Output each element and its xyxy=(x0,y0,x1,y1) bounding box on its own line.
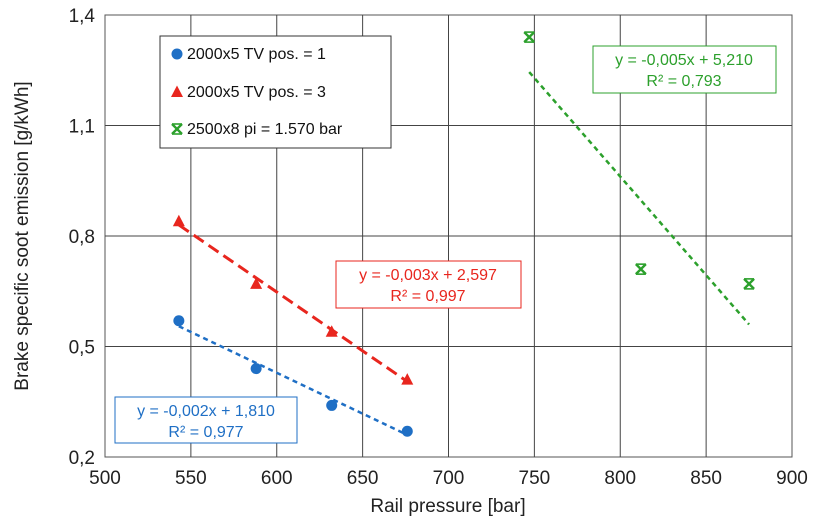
equation-series-2: y = -0,003x + 2,597 xyxy=(359,267,497,284)
r2-series-2: R² = 0,997 xyxy=(390,288,465,305)
legend-marker-series-2 xyxy=(171,85,183,97)
equation-series-3: y = -0,005x + 5,210 xyxy=(615,52,753,69)
data-point-series-1 xyxy=(326,399,338,411)
data-point-series-3 xyxy=(743,278,755,290)
x-tick-label: 600 xyxy=(261,468,293,489)
legend-label-series-1: 2000x5 TV pos. = 1 xyxy=(187,46,326,63)
r2-series-3: R² = 0,793 xyxy=(646,73,721,90)
legend: 2000x5 TV pos. = 1 2000x5 TV pos. = 3 25… xyxy=(159,35,392,149)
legend-box xyxy=(159,35,392,149)
data-point-series-2 xyxy=(250,277,263,289)
trendline-series-3 xyxy=(528,71,751,326)
trendlines xyxy=(178,71,751,437)
data-point-series-1 xyxy=(250,363,262,375)
equation-box-series-1: y = -0,002x + 1,810 R² = 0,977 xyxy=(114,396,298,444)
data-point-series-2 xyxy=(172,214,185,227)
y-tick-label: 0,5 xyxy=(69,338,95,359)
x-tick-label: 750 xyxy=(519,468,551,489)
legend-label-series-2: 2000x5 TV pos. = 3 xyxy=(187,84,326,101)
legend-marker-series-1 xyxy=(171,48,183,60)
y-tick-label: 1,4 xyxy=(69,6,96,27)
legend-label-series-3: 2500x8 pi = 1.570 bar xyxy=(187,121,343,138)
data-point-series-3 xyxy=(635,263,647,275)
x-tick-label: 500 xyxy=(89,468,121,489)
data-point-series-1 xyxy=(401,425,413,437)
equation-box-series-2: y = -0,003x + 2,597 R² = 0,997 xyxy=(335,260,522,309)
x-axis-title: Rail pressure [bar] xyxy=(370,496,525,517)
tick-labels: 500 550 600 650 700 750 800 850 900 0,2 0,5 0,8 1,1 1… xyxy=(69,6,808,489)
x-tick-label: 850 xyxy=(690,468,722,489)
x-tick-label: 800 xyxy=(604,468,636,489)
data-point-series-2 xyxy=(401,373,414,385)
x-tick-label: 900 xyxy=(776,468,808,489)
y-tick-label: 0,2 xyxy=(69,448,95,469)
legend-markers xyxy=(171,48,183,135)
x-tick-label: 700 xyxy=(433,468,465,489)
equation-series-1: y = -0,002x + 1,810 xyxy=(137,403,275,420)
x-tick-label: 550 xyxy=(175,468,207,489)
legend-marker-series-3 xyxy=(171,123,183,135)
y-axis-title: Brake specific soot emission [g/kWh] xyxy=(12,81,33,390)
trendline-series-1 xyxy=(178,325,408,437)
data-point-series-3 xyxy=(523,31,536,43)
r2-series-1: R² = 0,977 xyxy=(168,424,243,441)
data-point-series-1 xyxy=(173,315,185,327)
y-tick-label: 1,1 xyxy=(69,117,95,138)
equation-box-series-3: y = -0,005x + 5,210 R² = 0,793 xyxy=(592,45,777,94)
trendline-series-2 xyxy=(178,223,409,383)
data-points xyxy=(172,31,755,437)
x-tick-label: 650 xyxy=(347,468,379,489)
data-point-series-2 xyxy=(325,325,338,337)
y-tick-label: 0,8 xyxy=(69,227,95,248)
